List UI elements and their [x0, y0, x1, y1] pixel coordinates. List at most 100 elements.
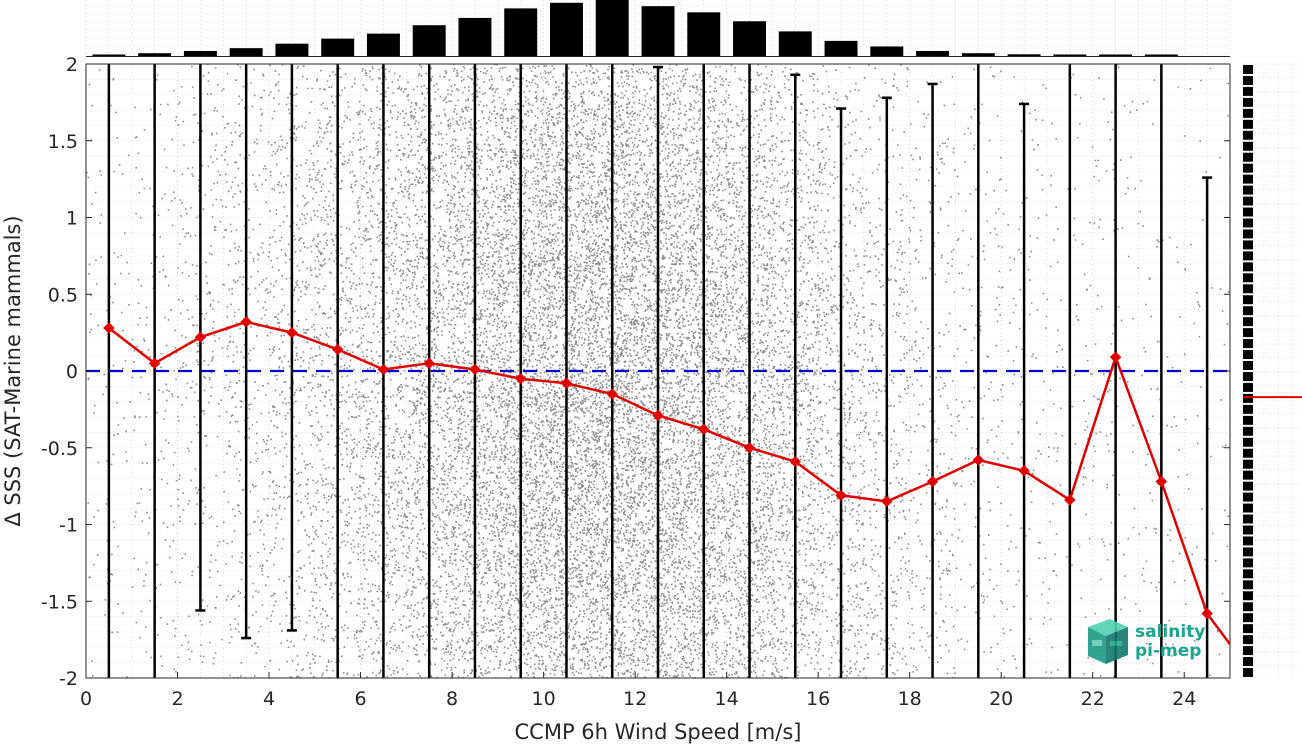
x-tick-label: 10: [532, 688, 556, 710]
hist-bar: [366, 33, 400, 56]
mean-marker: [835, 489, 847, 502]
x-tick-label: 16: [806, 688, 830, 710]
logo-cube-icon: [1088, 619, 1128, 664]
mean-marker: [1201, 607, 1213, 620]
right-marginal-bar: [1243, 602, 1253, 612]
x-tick-label: 24: [1172, 688, 1196, 710]
right-marginal-bar: [1243, 141, 1253, 151]
mean-marker: [103, 322, 115, 334]
y-tick-label: 0.5: [48, 284, 78, 306]
right-marginal-bar: [1243, 306, 1253, 316]
hist-bar: [275, 43, 309, 56]
hist-bar: [1007, 54, 1041, 56]
right-marginal-bar: [1243, 108, 1253, 118]
mean-marker: [515, 372, 527, 385]
right-marginal-bar: [1243, 317, 1253, 327]
right-marginal-bar: [1243, 448, 1253, 458]
top-histogram: [85, 0, 1231, 57]
right-marginal-bar: [1243, 558, 1253, 568]
mean-marker: [331, 343, 344, 356]
hist-bar: [183, 50, 217, 56]
right-marginal-bar: [1243, 295, 1253, 305]
y-tick-label: 1.5: [48, 131, 78, 153]
y-tick-label: 1: [66, 208, 78, 230]
right-marginal-bar: [1243, 284, 1253, 294]
hist-bar: [1144, 54, 1178, 56]
right-marginal-bar: [1243, 547, 1253, 557]
right-marginal: [1242, 63, 1302, 678]
right-marginal-bar: [1243, 86, 1253, 96]
right-marginal-bar: [1243, 382, 1253, 392]
right-marginal-bar: [1243, 569, 1253, 579]
x-tick-label: 8: [446, 688, 458, 710]
y-tick-label: 0: [66, 361, 78, 383]
right-marginal-bar: [1243, 262, 1253, 272]
main-plot: -2-1.5-1-0.500.511.52 0 2 4 6 8 10 12 14 16 18 20 2…: [41, 54, 1231, 710]
x-tick-label: 4: [263, 688, 275, 710]
right-marginal-bar: [1243, 492, 1253, 502]
right-marginal-bar: [1243, 218, 1253, 228]
mean-marker: [423, 357, 435, 370]
y-axis-ticks: -2 -1.5 -1 -0.5 0 0.5 1 1.5 2: [41, 54, 1230, 690]
hist-bar: [321, 38, 355, 56]
mean-marker: [148, 357, 161, 370]
right-marginal-bar: [1243, 415, 1253, 425]
right-marginal-bar: [1243, 437, 1253, 447]
logo-line1: salinity: [1135, 622, 1205, 642]
mean-marker: [606, 388, 618, 400]
x-tick-label: 0: [80, 688, 92, 710]
right-marginal-bar: [1243, 591, 1253, 601]
right-marginal-bar: [1243, 350, 1253, 360]
right-marginal-bar: [1243, 196, 1253, 206]
mean-marker: [194, 331, 207, 343]
right-marginal-bar: [1243, 481, 1253, 491]
right-marginal-bar: [1243, 514, 1253, 524]
x-tick-label: 22: [1081, 688, 1105, 710]
right-marginal-bar: [1243, 393, 1253, 403]
right-marginal-bar: [1243, 240, 1253, 250]
x-tick-label: 12: [623, 688, 647, 710]
right-marginal-bar: [1243, 459, 1253, 469]
hist-bar: [550, 2, 583, 57]
y-tick-label: -2: [59, 668, 78, 690]
right-marginal-bar: [1243, 580, 1253, 590]
right-marginal-bar: [1243, 152, 1253, 162]
x-axis-label: CCMP 6h Wind Speed [m/s]: [515, 720, 802, 744]
right-marginal-bar: [1243, 119, 1253, 129]
right-marginal-bar: [1243, 174, 1253, 184]
hist-bar: [504, 8, 538, 56]
x-tick-label: 14: [715, 688, 739, 710]
right-marginal-bar: [1243, 339, 1253, 349]
hist-bar: [1099, 54, 1133, 56]
hist-bar: [778, 31, 812, 56]
hist-bar: [641, 6, 675, 56]
mean-marker: [560, 377, 573, 389]
hist-bar: [687, 12, 721, 56]
x-tick-label: 2: [171, 688, 183, 710]
right-marginal-bar: [1243, 163, 1253, 173]
mean-marker: [1064, 494, 1076, 506]
y-tick-label: -1: [59, 515, 78, 537]
mean-line: [108, 320, 1230, 645]
mean-marker: [1109, 351, 1122, 363]
mean-marker: [881, 495, 893, 508]
right-marginal-bar: [1243, 657, 1253, 667]
mean-marker: [972, 454, 985, 466]
right-marginal-bar: [1243, 361, 1253, 370]
right-marginal-bar: [1243, 251, 1253, 261]
right-marginal-bars: [1243, 65, 1253, 677]
mean-marker: [652, 409, 664, 422]
right-marginal-bar: [1243, 470, 1253, 480]
right-marginal-bar: [1243, 273, 1253, 283]
y-tick-label: 2: [66, 54, 78, 76]
right-marginal-bar: [1243, 328, 1253, 338]
mean-marker: [698, 423, 710, 436]
right-marginal-bar: [1243, 646, 1253, 656]
mean-marker: [789, 455, 801, 468]
mean-marker: [743, 442, 756, 454]
hist-bar: [458, 17, 492, 57]
right-marginal-bar: [1243, 207, 1253, 217]
right-marginal-bar: [1243, 525, 1253, 535]
hist-bar: [412, 25, 446, 56]
